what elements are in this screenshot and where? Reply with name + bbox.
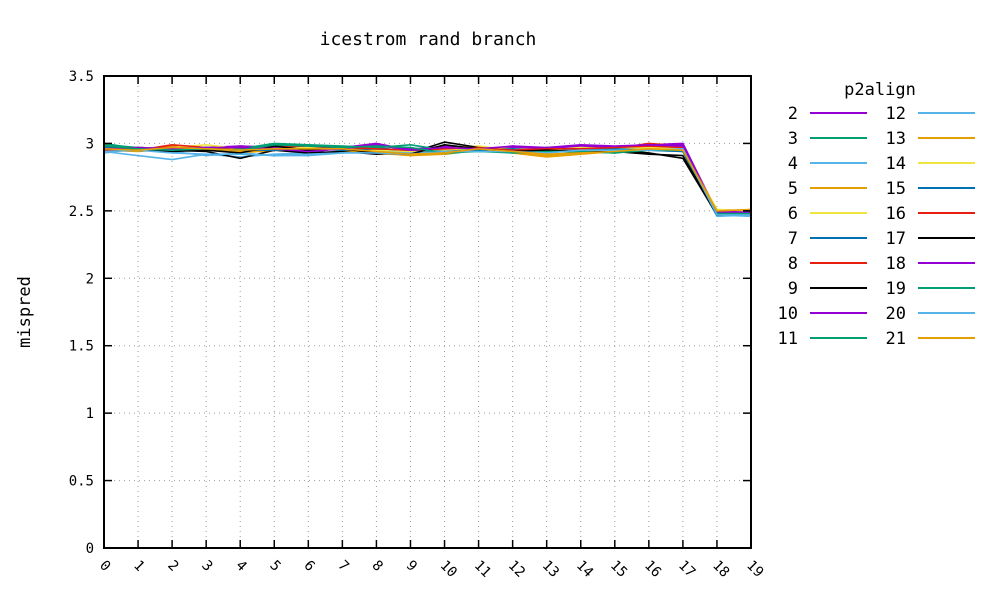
legend-label-15: 15 — [886, 179, 906, 199]
x-tick-label: 14 — [573, 558, 596, 581]
legend-label-12: 12 — [886, 104, 906, 124]
series-line-18 — [103, 144, 751, 213]
x-tick-label: 15 — [607, 558, 630, 581]
legend-label-18: 18 — [886, 254, 906, 274]
legend-label-4: 4 — [788, 154, 798, 174]
plot-frame — [103, 75, 752, 549]
series-line-7 — [103, 145, 752, 216]
grid — [103, 75, 752, 549]
legend-label-9: 9 — [788, 279, 798, 299]
x-tick-label: 5 — [266, 558, 283, 575]
legend-label-16: 16 — [886, 204, 906, 224]
legend-label-20: 20 — [886, 304, 906, 324]
y-tick-label: 2 — [86, 271, 94, 287]
x-tick-label: 12 — [505, 558, 528, 581]
series-line-13 — [103, 148, 752, 212]
x-tick-label: 9 — [403, 558, 420, 575]
legend-label-11: 11 — [778, 329, 798, 349]
legend-label-17: 17 — [886, 229, 906, 249]
x-tick-label: 10 — [437, 558, 460, 581]
y-tick-label: 0.5 — [69, 474, 94, 490]
legend-label-5: 5 — [788, 179, 798, 199]
y-tick-label: 3 — [86, 136, 94, 152]
x-tick-label: 0 — [96, 558, 113, 575]
legend-label-7: 7 — [788, 229, 798, 249]
y-axis-label: mispred — [15, 276, 35, 348]
series-line-20 — [103, 148, 751, 216]
x-tick-label: 18 — [709, 558, 732, 581]
axis-ticks: 0 1 2 3 4 5 6 7 8 9 10 11 12 13 14 15 16 17 18 1900.511.522… — [69, 69, 767, 581]
series-line-16 — [103, 145, 752, 215]
legend-label-10: 10 — [778, 304, 798, 324]
x-tick-label: 1 — [130, 558, 147, 575]
x-tick-label: 2 — [164, 558, 181, 575]
legend-label-6: 6 — [788, 204, 798, 224]
x-tick-label: 3 — [198, 558, 215, 575]
x-tick-label: 11 — [471, 558, 494, 581]
chart-title: icestrom rand branch — [320, 29, 537, 50]
legend-title: p2align — [844, 80, 916, 100]
legend-label-8: 8 — [788, 254, 798, 274]
x-tick-label: 6 — [300, 558, 317, 575]
series-line-14 — [103, 146, 752, 212]
series-line-12 — [103, 146, 752, 218]
legend-label-14: 14 — [886, 154, 906, 174]
y-tick-label: 1.5 — [69, 339, 94, 355]
series-layer — [103, 141, 752, 218]
legend-label-19: 19 — [886, 279, 906, 299]
series-line-4 — [103, 148, 752, 218]
x-tick-label: 7 — [335, 558, 352, 575]
legend-label-2: 2 — [788, 104, 798, 124]
x-tick-label: 13 — [539, 558, 562, 581]
legend-label-3: 3 — [788, 129, 798, 149]
y-tick-label: 3.5 — [69, 69, 94, 85]
legend-label-13: 13 — [886, 129, 906, 149]
legend: p2align 2 3 4 5 6 7 8 9 10 11 12 13 14 15 16 17 18 19 20 21 — [778, 80, 975, 349]
y-tick-label: 1 — [86, 406, 94, 422]
x-tick-label: 16 — [641, 558, 664, 581]
series-line-15 — [103, 146, 752, 216]
series-line-21 — [103, 146, 752, 212]
x-tick-label: 17 — [675, 558, 698, 581]
legend-label-21: 21 — [886, 329, 906, 349]
y-tick-label: 2.5 — [69, 204, 94, 220]
x-tick-label: 19 — [743, 558, 766, 581]
x-tick-label: 4 — [232, 558, 249, 575]
x-tick-label: 8 — [369, 558, 386, 575]
y-tick-label: 0 — [86, 541, 94, 557]
